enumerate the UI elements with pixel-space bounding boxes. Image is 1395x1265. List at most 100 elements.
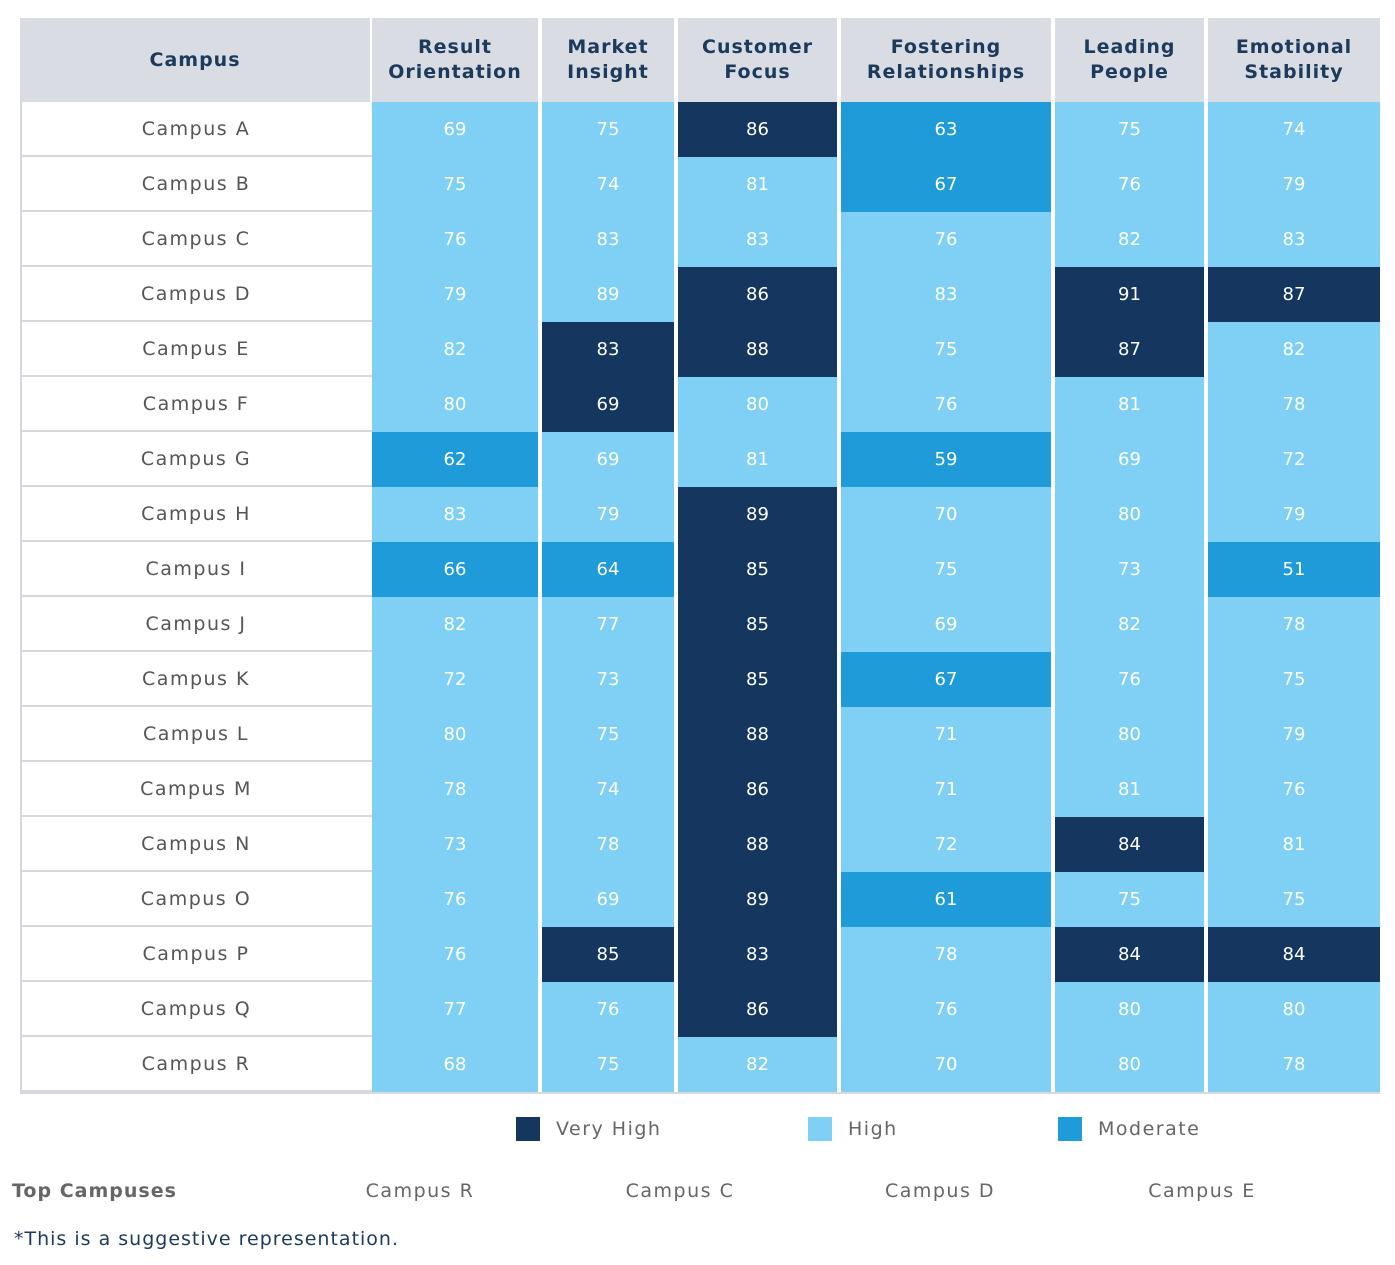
score-cell: 75 [372,157,538,212]
score-cell: 76 [841,982,1051,1037]
score-cell: 85 [678,652,837,707]
score-cell: 82 [372,322,538,377]
score-cell: 76 [372,212,538,267]
score-cell: 69 [1055,432,1204,487]
campus-column-border [20,102,372,1092]
score-cell: 80 [1055,707,1204,762]
score-cell: 64 [542,542,674,597]
score-cell: 79 [1208,707,1380,762]
score-cell: 74 [542,157,674,212]
score-cell: 74 [1208,102,1380,157]
score-cell: 81 [1055,377,1204,432]
campus-name: Campus C [20,212,372,267]
score-cell: 88 [678,817,837,872]
score-cell: 85 [678,542,837,597]
score-cell: 89 [678,487,837,542]
table-bottom-border [20,1092,1380,1094]
top-campus: Campus D [884,1180,996,1202]
score-cell: 78 [1208,597,1380,652]
score-cell: 74 [542,762,674,817]
score-cell: 75 [1055,872,1204,927]
top-campus: Campus C [625,1180,735,1202]
score-cell: 78 [372,762,538,817]
score-cell: 91 [1055,267,1204,322]
score-cell: 75 [542,707,674,762]
score-cell: 86 [678,267,837,322]
campus-name: Campus B [20,157,372,212]
score-cell: 84 [1055,817,1204,872]
campus-name: Campus R [20,1037,372,1092]
score-cell: 69 [841,597,1051,652]
score-cell: 71 [841,707,1051,762]
top-campuses-label: Top Campuses [12,1180,177,1202]
score-cell: 80 [372,377,538,432]
score-cell: 59 [841,432,1051,487]
score-cell: 80 [1055,982,1204,1037]
campus-name: Campus D [20,267,372,322]
score-cell: 83 [678,212,837,267]
score-cell: 80 [1055,487,1204,542]
score-cell: 77 [542,597,674,652]
score-cell: 75 [841,322,1051,377]
score-cell: 67 [841,157,1051,212]
score-cell: 79 [542,487,674,542]
campus-name: Campus L [20,707,372,762]
score-cell: 78 [1208,1037,1380,1092]
score-cell: 76 [1055,652,1204,707]
campus-name: Campus F [20,377,372,432]
score-cell: 76 [542,982,674,1037]
score-cell: 85 [678,597,837,652]
score-cell: 75 [542,1037,674,1092]
score-cell: 75 [1208,652,1380,707]
column-header: Fostering Relationships [841,18,1051,102]
score-cell: 83 [542,322,674,377]
footnote: *This is a suggestive representation. [14,1228,400,1250]
score-cell: 88 [678,322,837,377]
campus-name: Campus P [20,927,372,982]
legend-swatch [1058,1117,1082,1141]
score-cell: 76 [841,212,1051,267]
score-cell: 73 [542,652,674,707]
score-cell: 66 [372,542,538,597]
column-header: Campus [20,18,370,102]
campus-name: Campus A [20,102,372,157]
score-cell: 76 [1055,157,1204,212]
score-cell: 63 [841,102,1051,157]
score-cell: 83 [372,487,538,542]
legend-label: High [848,1118,898,1140]
score-cell: 89 [678,872,837,927]
column-header: Leading People [1055,18,1204,102]
score-cell: 81 [678,157,837,212]
score-cell: 80 [372,707,538,762]
score-cell: 81 [1208,817,1380,872]
score-cell: 78 [1208,377,1380,432]
score-cell: 69 [542,432,674,487]
score-cell: 84 [1208,927,1380,982]
score-cell: 72 [841,817,1051,872]
score-cell: 84 [1055,927,1204,982]
top-campus: Campus E [1148,1180,1256,1202]
column-header: Market Insight [542,18,674,102]
campus-name: Campus M [20,762,372,817]
column-header: Result Orientation [372,18,538,102]
campus-name: Campus N [20,817,372,872]
score-cell: 62 [372,432,538,487]
score-cell: 79 [1208,157,1380,212]
score-cell: 68 [372,1037,538,1092]
score-cell: 82 [1055,212,1204,267]
score-cell: 87 [1208,267,1380,322]
score-cell: 61 [841,872,1051,927]
score-cell: 83 [1208,212,1380,267]
campus-name: Campus G [20,432,372,487]
score-cell: 70 [841,487,1051,542]
score-cell: 67 [841,652,1051,707]
column-header: Customer Focus [678,18,837,102]
score-cell: 78 [542,817,674,872]
score-cell: 82 [1208,322,1380,377]
score-cell: 73 [1055,542,1204,597]
campus-name: Campus I [20,542,372,597]
score-cell: 80 [1208,982,1380,1037]
column-header: Emotional Stability [1208,18,1380,102]
score-cell: 81 [678,432,837,487]
